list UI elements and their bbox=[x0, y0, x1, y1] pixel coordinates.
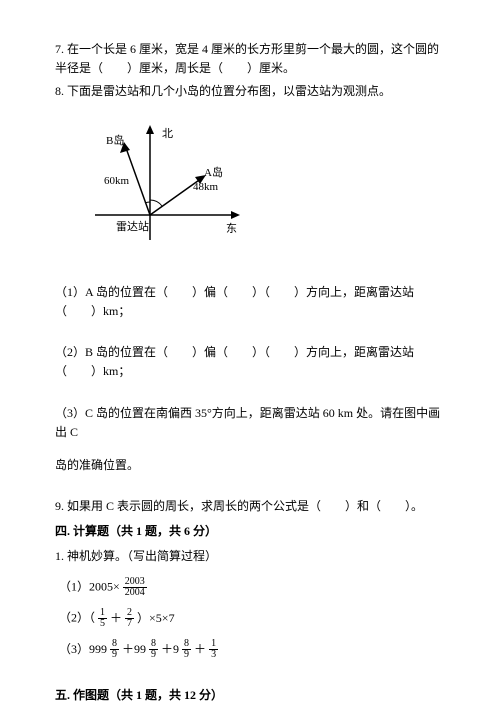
calc-item-1: （1）2005× 2003 2004 bbox=[59, 577, 445, 598]
calc3-fraction-1: 8 9 bbox=[110, 639, 119, 660]
calc1-prefix: （1）2005× bbox=[59, 579, 120, 593]
q8-diagram: B岛 北 A岛 48km 60km 雷达站 东 bbox=[90, 120, 445, 261]
calc3-fraction-3: 8 9 bbox=[182, 639, 191, 660]
calc2-fraction-2: 2 7 bbox=[125, 608, 134, 629]
svg-text:雷达站: 雷达站 bbox=[116, 219, 149, 233]
svg-text:A岛: A岛 bbox=[204, 165, 223, 179]
svg-text:48km: 48km bbox=[193, 181, 219, 193]
svg-text:B岛: B岛 bbox=[106, 133, 124, 147]
q7-text: 7. 在一个长是 6 厘米，宽是 4 厘米的长方形里剪一个最大的圆，这个圆的半径… bbox=[55, 40, 445, 78]
calc3-fraction-4: 1 3 bbox=[209, 639, 218, 660]
q8-sub3b: 岛的准确位置。 bbox=[55, 456, 445, 475]
svg-text:北: 北 bbox=[162, 127, 173, 140]
calc3-prefix: （3）999 bbox=[59, 642, 107, 656]
calc3-fraction-2: 8 9 bbox=[149, 639, 158, 660]
calc1-fraction: 2003 2004 bbox=[123, 577, 147, 598]
radar-diagram-svg: B岛 北 A岛 48km 60km 雷达站 东 bbox=[90, 120, 250, 255]
calc2-prefix: （2）（ bbox=[59, 610, 95, 624]
svg-text:60km: 60km bbox=[104, 175, 130, 187]
q9-text: 9. 如果用 C 表示圆的周长，求周长的两个公式是（ ）和（ ）。 bbox=[55, 497, 445, 516]
section4-title: 1. 神机妙算。（写出简算过程） bbox=[55, 547, 445, 566]
q8-sub2: （2）B 岛的位置在（ ）偏（ ）（ ）方向上，距离雷达站（ ）km； bbox=[55, 343, 445, 381]
q8-sub1: （1）A 岛的位置在（ ）偏（ ）（ ）方向上，距离雷达站（ ）km； bbox=[55, 283, 445, 321]
calc-item-3: （3）999 8 9 ＋99 8 9 ＋9 8 9 ＋ 1 3 bbox=[59, 639, 445, 660]
section4-header: 四. 计算题（共 1 题，共 6 分） bbox=[55, 522, 445, 541]
q8-intro: 8. 下面是雷达站和几个小岛的位置分布图，以雷达站为观测点。 bbox=[55, 82, 445, 101]
q8-sub3a: （3）C 岛的位置在南偏西 35°方向上，距离雷达站 60 km 处。请在图中画… bbox=[55, 404, 445, 442]
section5-header: 五. 作图题（共 1 题，共 12 分） bbox=[55, 686, 445, 705]
calc2-fraction-1: 1 5 bbox=[98, 608, 107, 629]
calc2-suffix: ）×5×7 bbox=[137, 611, 175, 625]
svg-text:东: 东 bbox=[226, 222, 237, 235]
calc2-plus: ＋ bbox=[110, 611, 125, 625]
calc-item-2: （2）（ 1 5 ＋ 2 7 ）×5×7 bbox=[59, 608, 445, 629]
